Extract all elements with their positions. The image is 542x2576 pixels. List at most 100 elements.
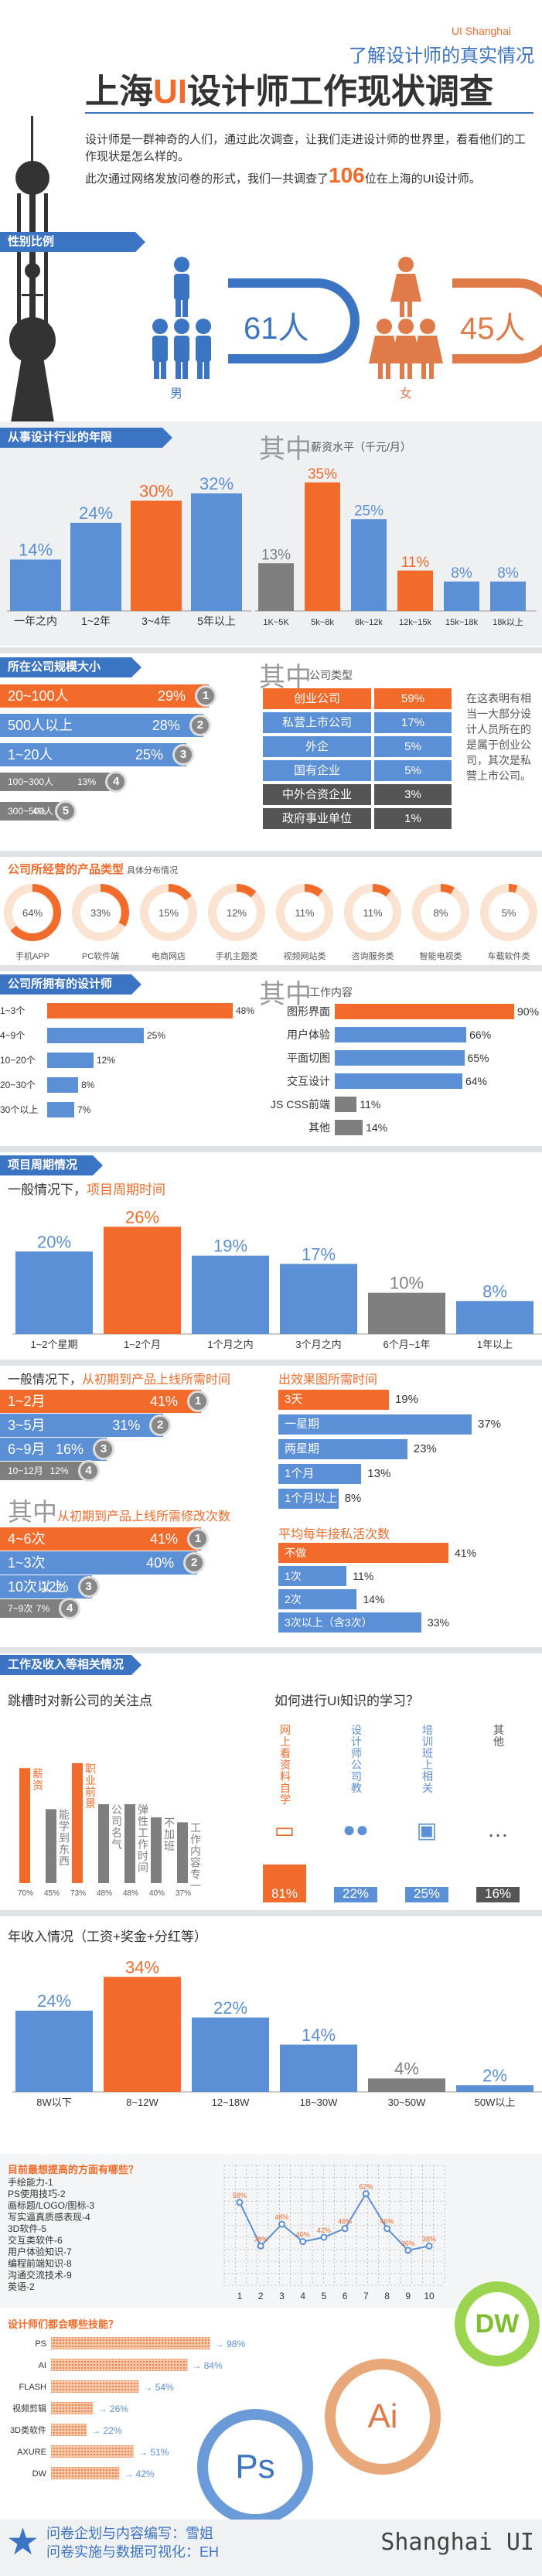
badge-dw: DW: [455, 2281, 540, 2366]
skills-list-item: 沟通交流技术-9: [8, 2270, 72, 2281]
row-value: 11%: [353, 1570, 374, 1582]
vertical-label-char: 公: [111, 1803, 122, 1816]
data-label: 38%: [254, 2235, 268, 2243]
donut-label: 手机主题类: [215, 952, 258, 961]
row-value: 7%: [36, 1603, 50, 1614]
bar-row: 2次: [278, 1589, 357, 1609]
donut-hole: [80, 892, 121, 933]
tick-label: 3~4年: [141, 615, 171, 627]
title-city: 上海: [85, 73, 153, 111]
years-zhongqi: 其中: [259, 435, 312, 464]
donut-label: 视频网站类: [283, 952, 326, 961]
tick-label: 8: [384, 2291, 390, 2301]
female-label: 女: [400, 387, 413, 401]
skills-list-item: 用户体验知识-7: [8, 2247, 72, 2257]
type-value: 5%: [374, 736, 452, 757]
learn-chart: 网上看资料自学 ▭ 81% 设计师公司教 ●● 22% 培训班上相关 ▣ 25% 其他 … 16%: [247, 1709, 541, 1910]
badge-ai: Ai: [325, 2359, 441, 2475]
row-value: 33%: [427, 1616, 449, 1629]
row-value: 8%: [81, 1080, 95, 1090]
donut-arc: [276, 884, 333, 941]
bar: [19, 1768, 30, 1883]
donut-ring: 11%: [344, 884, 401, 941]
vertical-label-char: 名: [111, 1827, 122, 1839]
skills-list-item: 写实逼真质感表现-4: [8, 2212, 90, 2223]
vertical-label-char: 间: [138, 1861, 148, 1874]
donut-label: 车载软件类: [487, 952, 530, 961]
donut-label: 咨询服务类: [351, 952, 394, 961]
software-chart: PS → 98% AI → 84% FLASH → 54% 视频剪辑 → 26% 3D类软件 → …: [10, 2337, 245, 2479]
row-value: 12%: [40, 1579, 69, 1595]
type-value: 5%: [374, 760, 452, 781]
row-label: FLASH: [19, 2383, 47, 2392]
data-label: 4%: [394, 2059, 419, 2079]
donut-arc: [72, 884, 129, 941]
effect-heading: 出效果图所需时间: [278, 1373, 378, 1387]
vertical-label-char: 工: [138, 1827, 148, 1839]
vertical-label-char: 工: [190, 1821, 201, 1834]
row-label: 1~2月: [8, 1394, 46, 1409]
bar: [124, 1804, 135, 1883]
donut-ring: 15%: [140, 884, 197, 941]
bar: [444, 582, 479, 611]
tick-label: 18k以上: [493, 617, 523, 627]
row-value: 41%: [149, 1394, 178, 1409]
data-point: [278, 2220, 285, 2228]
badge-ps: Ps: [197, 2409, 313, 2525]
bar: [456, 2085, 533, 2092]
divider-1: [0, 647, 542, 653]
data-label: 24%: [37, 1991, 71, 2011]
row-value: 23%: [413, 1442, 437, 1455]
header-tag: UI Shanghai: [451, 25, 511, 37]
row-label: AI: [39, 2361, 46, 2370]
row-value: 41%: [455, 1547, 477, 1559]
vertical-label-char: 到: [59, 1831, 70, 1844]
bar: [334, 1887, 377, 1902]
row-label: 500人以上: [8, 718, 73, 733]
learn-label: 其他: [493, 1724, 504, 1748]
tick-label: 6: [343, 2291, 348, 2301]
bar-row: 1个月以上: [278, 1489, 339, 1509]
data-label: 8%: [482, 1281, 507, 1301]
row-label: AXURE: [17, 2448, 46, 2457]
donut-label: 电商网店: [152, 952, 186, 961]
data-point: [299, 2238, 307, 2246]
donut-value: 15%: [159, 907, 179, 919]
section-income-header: 工作及收入等相关情况: [0, 1655, 141, 1675]
tick-label: 1K~5K: [263, 618, 289, 627]
data-label: 45%: [44, 1889, 60, 1898]
row-value: 16%: [56, 1442, 84, 1457]
row-label: 1~3次: [8, 1555, 46, 1571]
section-company-header: 所在公司规模大小: [0, 657, 141, 677]
row-value: 28%: [152, 718, 180, 733]
rank-badge: 1: [187, 1528, 209, 1550]
row-label: 20~30个: [0, 1080, 36, 1090]
data-label: 8%: [451, 565, 472, 582]
product-donut: 33% PC软件端: [70, 882, 131, 967]
footer-band: [0, 2520, 542, 2576]
tick-label: 1: [237, 2291, 243, 2301]
bar-row: 3次以上（含3次）: [278, 1612, 421, 1633]
data-label: 37%: [176, 1889, 191, 1898]
tick-label: 8~12W: [126, 2097, 159, 2108]
vertical-label-char: 作: [138, 1838, 148, 1851]
tick-label: 8k~12k: [355, 618, 383, 627]
vertical-label-char: 容: [190, 1856, 201, 1868]
data-label: 32%: [199, 474, 234, 493]
learn-heading: 如何进行UI知识的学习？: [274, 1694, 419, 1708]
type-label: 私营上市公司: [263, 712, 371, 733]
bar: [456, 1301, 533, 1334]
footer-line-1: 问卷企划与内容编写：雪姐: [46, 2526, 213, 2541]
vertical-label-char: 弹: [138, 1803, 148, 1816]
product-donut: 12% 手机主题类: [206, 882, 268, 967]
donut-hole: [353, 892, 393, 933]
monitor-icon: ▭: [274, 1818, 295, 1842]
vertical-label-char: 加: [164, 1828, 175, 1841]
bar: [177, 1822, 188, 1883]
data-label: 11%: [401, 554, 430, 571]
skills-list-item: 交互类软件-6: [8, 2235, 63, 2246]
row-value: 65%: [467, 1052, 489, 1064]
bar-row: 1~2月 41%: [0, 1390, 201, 1413]
row-value: 7%: [77, 1104, 91, 1115]
data-label: 22%: [342, 1886, 370, 1901]
